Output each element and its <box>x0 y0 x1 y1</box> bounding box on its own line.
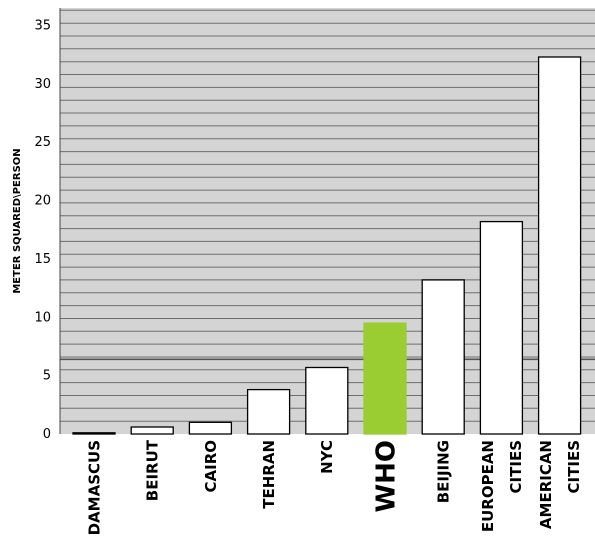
x-tick-label: DAMASCUS <box>85 440 103 535</box>
bar <box>421 279 465 435</box>
y-tick-label: 25 <box>34 135 51 150</box>
bar <box>72 432 116 435</box>
bar <box>537 56 582 435</box>
y-tick-label: 20 <box>34 194 51 209</box>
y-tick-label: 0 <box>43 427 51 442</box>
y-tick-label: 5 <box>43 369 51 384</box>
x-tick-label: TEHRAN <box>260 440 278 509</box>
x-tick-labels: DAMASCUS BEIRUT CAIRO TEHRAN NYC WHO BEIJING EU… <box>85 439 583 535</box>
y-axis-label: METER SQUARED\PERSON <box>12 148 23 293</box>
x-tick-label: CAIRO <box>202 440 220 493</box>
bars <box>72 56 582 435</box>
y-tick-label: 30 <box>34 77 51 92</box>
bar <box>479 220 524 435</box>
y-tick-label: 15 <box>34 252 51 267</box>
x-tick-label: NYC <box>318 440 336 474</box>
x-tick-label: AMERICAN CITIES <box>537 440 583 529</box>
x-tick-label: WHO <box>371 440 401 513</box>
bar <box>188 421 233 435</box>
y-tick-labels: 0 5 10 15 20 25 30 35 <box>34 19 51 442</box>
bar <box>305 366 349 435</box>
bar <box>363 322 407 435</box>
x-tick-label: BEIRUT <box>144 439 162 501</box>
y-tick-label: 35 <box>34 19 51 34</box>
x-tick-label: EUROPEAN CITIES <box>479 440 525 532</box>
bar <box>130 426 174 435</box>
x-tick-label: BEIJING <box>435 440 453 503</box>
y-tick-label: 10 <box>34 310 51 325</box>
bar <box>246 388 291 435</box>
